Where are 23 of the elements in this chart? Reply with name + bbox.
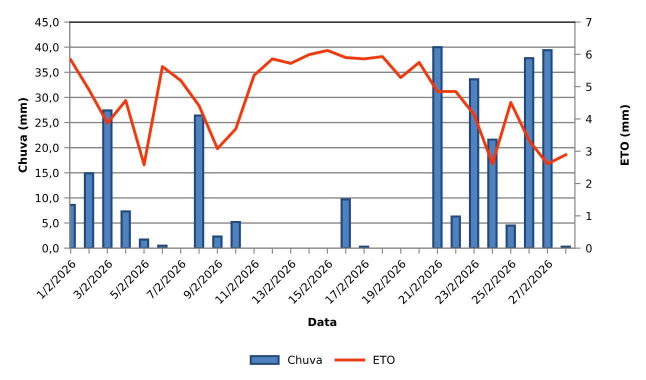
y-tick-label: 10,0: [36, 194, 59, 204]
y2-tick-label: 4: [586, 115, 592, 124]
y2-tick-label: 1: [586, 212, 592, 220]
y-axis-title: Chuva (mm): [18, 98, 28, 172]
y-tick-label: 0,0: [42, 244, 59, 254]
y2-tick-label: 6: [586, 50, 592, 59]
y-tick-label: 30,0: [35, 93, 59, 103]
legend-label: Chuva: [288, 355, 322, 364]
legend-label: ETO: [374, 356, 395, 364]
y2-tick-label: 2: [586, 180, 592, 188]
y2-axis-title: ETO (mm): [620, 105, 630, 165]
y-tick-label: 25,0: [35, 118, 59, 128]
y-tick-label: 35,0: [35, 68, 59, 78]
y-tick-label: 45,0: [35, 18, 59, 28]
y2-tick-label: 7: [586, 18, 592, 26]
y-tick-label: 40,0: [35, 43, 59, 53]
y2-tick-label: 0: [586, 244, 592, 253]
y-tick-label: 20,0: [35, 144, 59, 154]
y-tick-label: 15,0: [36, 168, 59, 178]
x-axis-title: Data: [308, 318, 336, 326]
y2-tick-label: 3: [586, 147, 592, 156]
y-tick-label: 5,0: [42, 218, 59, 229]
y2-tick-label: 5: [586, 82, 592, 92]
